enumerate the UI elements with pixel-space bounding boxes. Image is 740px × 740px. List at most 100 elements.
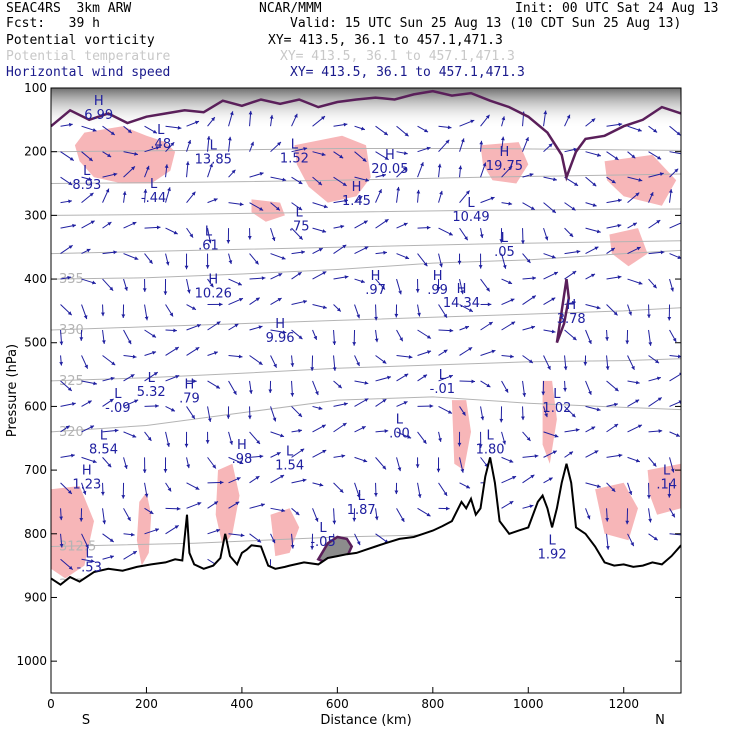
wind-vector-head: [191, 414, 195, 419]
wind-vector-head: [614, 424, 619, 428]
wind-vector: [354, 533, 361, 546]
wind-vector-head: [502, 264, 507, 269]
wind-vector-head: [344, 198, 348, 203]
wind-vector-shaft: [669, 533, 681, 536]
wind-vector: [606, 275, 622, 280]
wind-vector: [585, 176, 597, 187]
wind-vector: [564, 270, 577, 280]
wind-vector: [207, 278, 214, 288]
wind-vector: [416, 189, 421, 203]
y-tick-label: 800: [24, 527, 47, 541]
wind-vector-head: [176, 506, 181, 511]
wind-vector-head: [207, 239, 212, 244]
wind-vector: [585, 450, 599, 458]
wind-vector: [102, 278, 114, 291]
wind-vector: [165, 304, 174, 317]
wind-vector-head: [468, 347, 473, 351]
wind-vector: [352, 329, 357, 346]
wind-vector: [102, 555, 115, 560]
wind-vector: [585, 246, 599, 255]
wind-vector-head: [659, 172, 664, 176]
wind-vector-head: [177, 125, 182, 130]
wind-vector: [186, 120, 200, 127]
wind-vector: [394, 482, 399, 495]
wind-vector-head: [382, 465, 387, 470]
wind-vector-head: [480, 416, 485, 421]
extremum-value-8: 19.75: [486, 159, 523, 174]
wind-vector: [60, 482, 73, 495]
wind-vector: [606, 176, 616, 184]
wind-vector: [563, 380, 567, 392]
wind-vector-head: [532, 276, 537, 281]
x-tick-label: 0: [47, 697, 55, 711]
extremum-mark-8: H: [500, 145, 510, 160]
wind-vector-head: [374, 516, 379, 521]
wind-vector: [396, 253, 410, 260]
wind-vector: [81, 558, 95, 563]
wind-vector-head: [618, 122, 623, 127]
wind-vector: [122, 191, 127, 203]
wind-vector: [333, 198, 349, 204]
wind-vector: [333, 304, 342, 312]
wind-vector-head: [336, 307, 341, 312]
wind-vector: [354, 195, 363, 204]
wind-vector-head: [342, 422, 347, 427]
x-tick-label: 1000: [513, 697, 544, 711]
wind-vector: [563, 355, 568, 371]
wind-vector-head: [635, 399, 640, 404]
wind-vector-head: [563, 366, 568, 371]
wind-vector-head: [271, 237, 276, 242]
wind-vector: [374, 329, 379, 343]
extremum-value-23: 1.02: [542, 401, 571, 416]
x-tick-label: 400: [230, 697, 253, 711]
wind-vector-head: [597, 153, 601, 157]
wind-vector: [625, 508, 630, 525]
wind-vector-head: [653, 536, 658, 541]
wind-vector-head: [185, 161, 190, 165]
wind-vector-head: [166, 442, 171, 447]
wind-vector: [501, 500, 514, 509]
extremum-mark-15: H: [433, 269, 443, 284]
extremum-mark-22: L: [114, 387, 122, 402]
wind-vector: [333, 151, 344, 159]
extremum-value-2: 13.85: [195, 153, 232, 168]
wind-vector: [396, 431, 412, 439]
wind-vector-head: [259, 454, 264, 459]
wind-vector-head: [509, 459, 514, 463]
wind-vector: [312, 227, 327, 233]
wind-vector: [60, 402, 76, 407]
wind-vector-head: [147, 436, 152, 441]
wind-vector-head: [583, 362, 588, 366]
wind-vector-head: [466, 484, 471, 489]
wind-vector: [186, 379, 197, 384]
wind-vector-head: [605, 517, 610, 522]
wind-vector: [270, 297, 282, 305]
wind-vector: [102, 250, 118, 255]
wind-vector-head: [315, 391, 319, 396]
wind-vector-head: [614, 402, 618, 407]
wind-vector-head: [332, 520, 337, 525]
wind-vector-head: [298, 428, 302, 433]
wind-vector: [585, 426, 596, 433]
wind-vector: [648, 278, 657, 289]
wind-vector-head: [465, 190, 470, 195]
wind-vector-head: [105, 188, 110, 193]
wind-vector-head: [531, 295, 536, 300]
wind-vector-head: [405, 255, 410, 260]
extremum-mark-3: L: [291, 137, 299, 152]
wind-vector: [249, 202, 264, 211]
wind-vector: [606, 304, 618, 316]
wind-vector: [270, 141, 282, 153]
wind-vector: [627, 176, 643, 182]
wind-vector-head: [635, 458, 640, 463]
wind-vector-head: [548, 143, 553, 148]
wind-vector: [186, 406, 196, 420]
wind-vector: [249, 253, 259, 265]
wind-vector: [248, 110, 253, 127]
wind-vector: [185, 161, 190, 178]
isentrope-7: [51, 208, 681, 216]
wind-vector-head: [322, 450, 327, 454]
wind-vector: [60, 380, 73, 392]
wind-vector: [543, 253, 556, 259]
wind-vector: [627, 151, 636, 159]
